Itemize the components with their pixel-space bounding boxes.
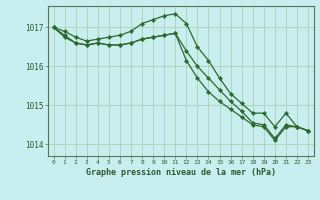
X-axis label: Graphe pression niveau de la mer (hPa): Graphe pression niveau de la mer (hPa) <box>86 168 276 177</box>
